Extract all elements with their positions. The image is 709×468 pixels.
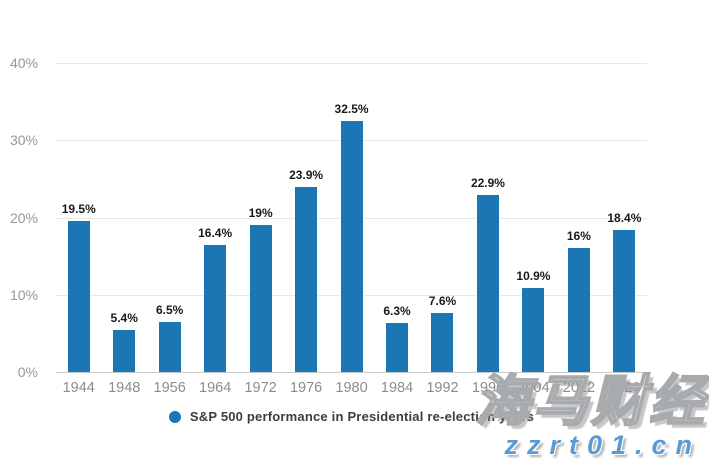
bar-slot-1984: 6.3% 1984 bbox=[374, 63, 419, 396]
bars: 19.5% 1944 5.4% 1948 6.5% 1956 16.4% 1964 19% 197… bbox=[56, 63, 647, 396]
plot-area: 19.5% 1944 5.4% 1948 6.5% 1956 16.4% 1964 19% 197… bbox=[56, 63, 647, 396]
y-tick-label: 30% bbox=[9, 132, 38, 149]
bar-value-label: 7.6% bbox=[428, 294, 457, 309]
x-tick-label: 1996 bbox=[471, 380, 505, 396]
bar-value-label: 32.5% bbox=[334, 101, 369, 116]
bar-1948 bbox=[113, 330, 136, 372]
bar-2004 bbox=[522, 287, 545, 372]
bar-slot-1996: 22.9% 1996 bbox=[465, 63, 510, 396]
x-tick-label: 1956 bbox=[153, 380, 186, 396]
bar-value-label: 18.4% bbox=[607, 210, 642, 225]
legend-label: S&P 500 performance in Presidential re-e… bbox=[189, 409, 535, 424]
bar-slot-1964: 16.4% 1964 bbox=[192, 63, 237, 396]
bar-value-label: 23.9% bbox=[289, 168, 324, 183]
x-tick-label: 2004 bbox=[517, 380, 550, 396]
bar-slot-2012: 16% 2012 bbox=[556, 63, 601, 396]
bar-1972 bbox=[249, 225, 272, 372]
x-tick-label: 1972 bbox=[244, 380, 277, 396]
watermark-url: zzrt01.cn bbox=[504, 430, 701, 460]
y-tick-label: 10% bbox=[9, 286, 38, 303]
bar-value-label: 6.5% bbox=[155, 302, 184, 317]
x-tick-label: 1992 bbox=[426, 380, 459, 396]
bar-2020 bbox=[613, 229, 636, 372]
y-axis: 0% 10% 20% 30% 40% bbox=[0, 55, 46, 380]
bar-slot-1992: 7.6% 1992 bbox=[420, 63, 465, 396]
bar-slot-1948: 5.4% 1948 bbox=[101, 63, 146, 396]
bar-1956 bbox=[158, 321, 181, 372]
x-tick-label: 1984 bbox=[380, 380, 414, 396]
x-tick-label: 2012 bbox=[562, 380, 596, 396]
y-tick-label: 20% bbox=[9, 209, 38, 226]
y-tick-label: 0% bbox=[17, 364, 38, 380]
bar-slot-1972: 19% 1972 bbox=[238, 63, 283, 396]
bar-slot-1956: 6.5% 1956 bbox=[147, 63, 192, 396]
bar-1944 bbox=[67, 221, 90, 372]
bar-1984 bbox=[386, 323, 409, 372]
x-tick-label: 1944 bbox=[62, 380, 95, 396]
legend: S&P 500 performance in Presidential re-e… bbox=[56, 409, 647, 424]
bar-1992 bbox=[431, 313, 454, 372]
bar-1976 bbox=[295, 187, 318, 372]
legend-marker-dot bbox=[168, 410, 181, 423]
bar-value-label: 5.4% bbox=[110, 311, 138, 326]
x-axis-line bbox=[56, 372, 647, 373]
y-tick-label: 40% bbox=[9, 55, 38, 71]
x-tick-label: 1976 bbox=[289, 380, 323, 396]
bar-1996 bbox=[476, 195, 499, 372]
bar-slot-1980: 32.5% 1980 bbox=[329, 63, 374, 396]
bar-value-label: 19% bbox=[248, 206, 273, 221]
x-tick-label: 1948 bbox=[108, 380, 141, 396]
watermark-brand: 海马财经 bbox=[474, 370, 707, 432]
bar-1980 bbox=[340, 120, 363, 372]
bar-value-label: 22.9% bbox=[470, 176, 505, 191]
bar-1964 bbox=[204, 245, 227, 372]
x-tick-label: 1980 bbox=[335, 380, 368, 396]
gridline bbox=[56, 63, 647, 64]
bar-slot-2004: 10.9% 2004 bbox=[511, 63, 556, 396]
x-tick-label: 1964 bbox=[199, 380, 232, 396]
x-tick-label: 2020 bbox=[608, 380, 641, 396]
bar-value-label: 19.5% bbox=[61, 202, 96, 217]
bar-value-label: 16.4% bbox=[198, 226, 233, 241]
bar-value-label: 6.3% bbox=[383, 304, 411, 319]
bar-value-label: 16% bbox=[566, 229, 591, 244]
bar-value-label: 10.9% bbox=[516, 268, 551, 283]
bar-slot-1944: 19.5% 1944 bbox=[56, 63, 101, 396]
bar-slot-2020: 18.4% 2020 bbox=[602, 63, 647, 396]
bar-slot-1976: 23.9% 1976 bbox=[283, 63, 328, 396]
bar-2012 bbox=[567, 248, 590, 372]
